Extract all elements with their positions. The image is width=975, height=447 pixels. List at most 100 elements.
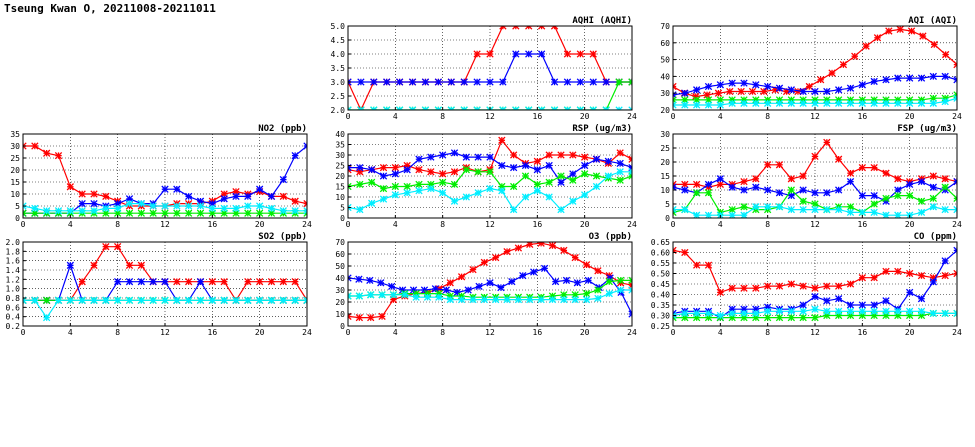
data-point [408,78,417,86]
data-point [764,99,772,107]
data-point [540,264,549,273]
data-point [569,197,577,205]
series-red [673,246,957,297]
data-point [149,296,157,304]
x-tick-label: 12 [485,328,495,337]
data-point [581,153,589,161]
data-point [704,82,713,91]
y-tick-label: 10 [660,186,670,195]
data-point [882,267,890,276]
data-point [473,50,481,58]
data-point [571,253,579,262]
data-point [530,268,538,276]
data-point [480,295,488,304]
data-point [90,207,98,215]
data-point [185,202,193,210]
data-point [550,78,559,86]
x-tick-label: 20 [905,328,915,337]
data-point [799,307,807,315]
data-point [78,278,86,286]
x-tick-label: 20 [255,328,265,337]
data-point [533,166,541,174]
data-point [616,149,624,157]
data-point [929,72,937,81]
data-point [439,170,447,178]
y-tick-label: 25 [660,144,670,153]
data-point [917,197,926,205]
data-point [569,170,577,178]
data-point [512,106,520,110]
data-point [415,187,423,195]
x-tick-label: 0 [346,220,351,229]
x-tick-label: 16 [533,220,543,229]
data-point [173,202,181,210]
data-point [628,106,632,110]
data-point [906,269,914,278]
data-point [811,284,819,292]
y-tick-label: 0.4 [6,313,21,322]
data-point [401,291,409,299]
data-point [858,208,866,217]
y-tick-label: 5.0 [331,22,346,31]
data-point [244,278,252,286]
x-tick-label: 8 [115,328,120,337]
data-point [615,106,623,110]
data-point [716,311,724,320]
data-point [873,34,882,42]
data-point [941,175,949,183]
data-point [616,286,625,294]
data-point [370,78,378,86]
data-point [894,211,902,218]
x-tick-label: 0 [671,220,676,229]
data-point [894,186,902,194]
series-red [673,26,957,101]
data-point [173,278,181,286]
data-point [232,296,240,304]
data-point [870,163,878,172]
data-point [434,78,443,86]
data-point [348,106,352,110]
data-point [537,50,546,58]
y-tick-label: 1.8 [6,247,21,256]
data-point [673,205,677,214]
data-point [551,277,560,286]
y-tick-label: 30 [335,286,345,295]
data-point [681,89,689,97]
data-point [941,205,949,214]
data-point [628,310,632,318]
data-point [740,79,748,87]
y-tick-label: 5 [15,202,20,211]
data-point [560,246,568,255]
data-point [256,185,264,193]
x-tick-label: 16 [858,328,868,337]
series-cyan [348,168,632,214]
x-tick-label: 24 [627,220,637,229]
y-tick-label: 20 [10,166,20,175]
data-point [582,295,591,304]
data-point [846,307,855,315]
x-tick-label: 0 [671,328,676,337]
data-point [78,207,86,215]
data-point [704,101,713,109]
data-point [31,296,39,304]
data-point [740,99,748,107]
data-point [348,292,352,300]
data-point [941,183,949,191]
data-point [817,76,825,84]
data-point [584,276,592,285]
data-point [823,307,831,315]
data-point [616,276,625,285]
series-cyan [673,203,957,218]
data-point [526,295,534,304]
data-point [846,169,855,177]
data-point [673,82,677,91]
x-tick-label: 16 [858,220,868,229]
data-point [740,284,748,292]
data-point [799,172,807,180]
data-point [66,183,74,191]
data-point [462,153,470,161]
data-point [492,253,500,262]
data-point [941,309,949,318]
data-point [391,182,399,191]
